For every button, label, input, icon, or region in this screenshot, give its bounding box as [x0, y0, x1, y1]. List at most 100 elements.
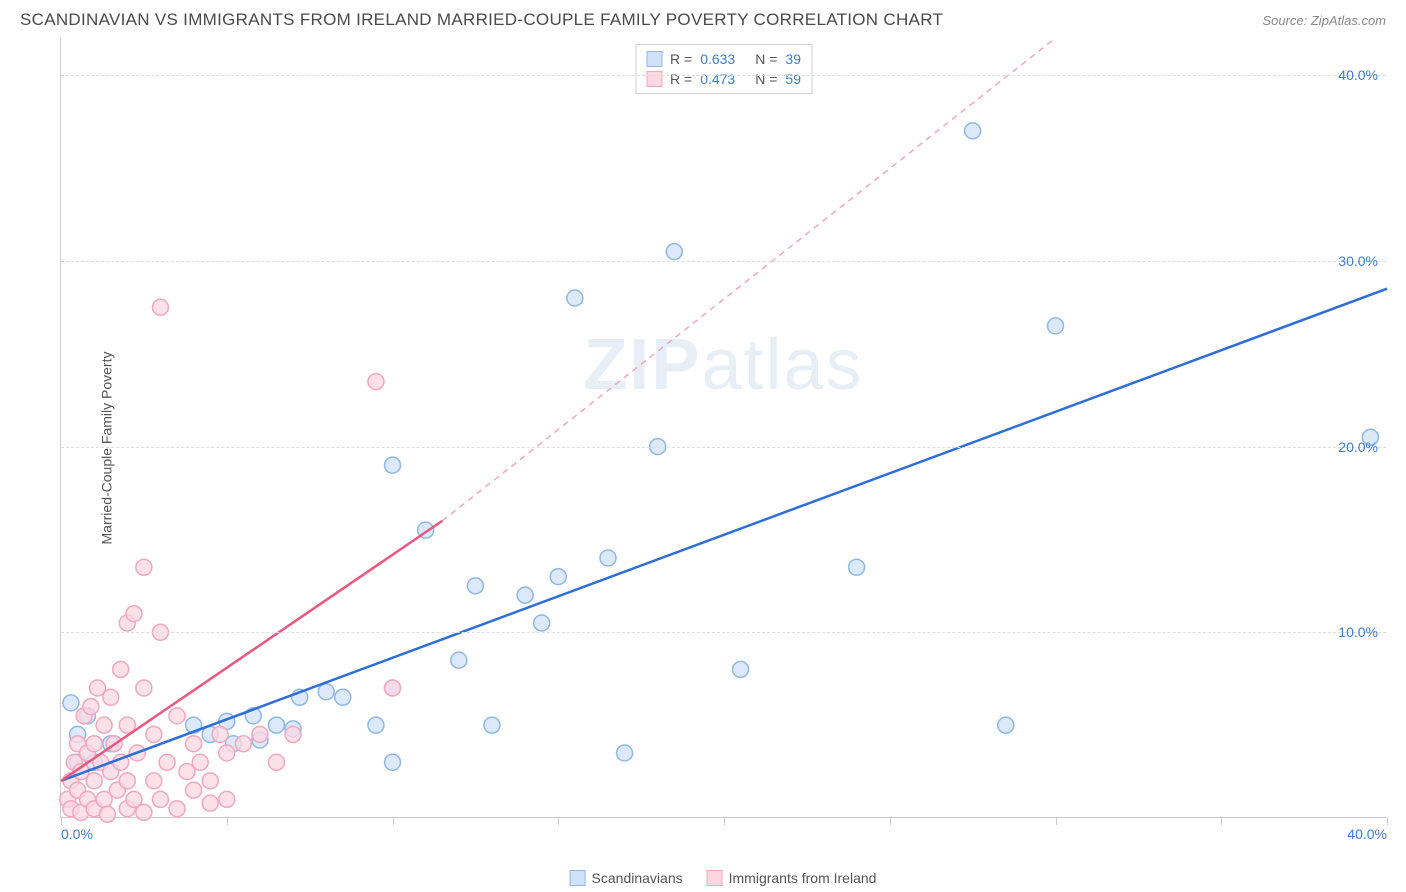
data-point: [385, 680, 401, 696]
x-tick: [724, 817, 725, 825]
legend-correlation: R = 0.633 N = 39 R = 0.473 N = 59: [635, 44, 812, 94]
legend-series: Scandinavians Immigrants from Ireland: [570, 870, 877, 886]
trend-line-extrapolated: [442, 38, 1055, 521]
data-point: [169, 801, 185, 817]
legend-n-value: 39: [785, 51, 801, 67]
data-point: [63, 695, 79, 711]
legend-series-item: Immigrants from Ireland: [707, 870, 877, 886]
data-point: [146, 773, 162, 789]
data-point: [146, 726, 162, 742]
data-point: [666, 244, 682, 260]
x-tick: [1387, 817, 1388, 825]
legend-swatch: [646, 51, 662, 67]
data-point: [136, 804, 152, 820]
data-point: [965, 123, 981, 139]
source-attribution: Source: ZipAtlas.com: [1262, 13, 1386, 28]
data-point: [252, 726, 268, 742]
legend-series-item: Scandinavians: [570, 870, 683, 886]
data-point: [99, 806, 115, 822]
plot-svg: [61, 38, 1387, 818]
data-point: [567, 290, 583, 306]
plot-area: ZIPatlas R =0.633N =39R =0.473N =59 10.0…: [60, 38, 1386, 818]
data-point: [136, 559, 152, 575]
data-point: [998, 717, 1014, 733]
data-point: [103, 689, 119, 705]
y-tick-label: 10.0%: [1338, 624, 1378, 640]
legend-swatch: [570, 870, 586, 886]
data-point: [467, 578, 483, 594]
legend-r-label: R =: [670, 71, 692, 87]
data-point: [235, 736, 251, 752]
data-point: [268, 754, 284, 770]
data-point: [600, 550, 616, 566]
data-point: [152, 791, 168, 807]
legend-row: R = 0.633 N = 39: [646, 49, 801, 69]
x-tick: [890, 817, 891, 825]
legend-swatch: [707, 870, 723, 886]
data-point: [152, 299, 168, 315]
data-point: [268, 717, 284, 733]
data-point: [186, 782, 202, 798]
y-tick-label: 40.0%: [1338, 67, 1378, 83]
data-point: [119, 773, 135, 789]
y-tick-label: 20.0%: [1338, 439, 1378, 455]
data-point: [202, 795, 218, 811]
data-point: [126, 606, 142, 622]
y-tick-label: 30.0%: [1338, 253, 1378, 269]
data-point: [733, 661, 749, 677]
data-point: [849, 559, 865, 575]
data-point: [219, 745, 235, 761]
data-point: [385, 457, 401, 473]
data-point: [186, 736, 202, 752]
data-point: [169, 708, 185, 724]
data-point: [136, 680, 152, 696]
x-tick: [393, 817, 394, 825]
data-point: [86, 773, 102, 789]
data-point: [86, 736, 102, 752]
data-point: [202, 773, 218, 789]
data-point: [318, 684, 334, 700]
chart-title: SCANDINAVIAN VS IMMIGRANTS FROM IRELAND …: [20, 10, 943, 30]
data-point: [451, 652, 467, 668]
legend-swatch: [646, 71, 662, 87]
x-tick: [1221, 817, 1222, 825]
legend-row: R = 0.473 N = 59: [646, 69, 801, 89]
legend-r-label: R =: [670, 51, 692, 67]
data-point: [617, 745, 633, 761]
data-point: [368, 717, 384, 733]
data-point: [96, 717, 112, 733]
data-point: [219, 791, 235, 807]
chart-container: Married-Couple Family Poverty ZIPatlas R…: [60, 38, 1386, 858]
data-point: [335, 689, 351, 705]
legend-r-value: 0.473: [700, 71, 735, 87]
data-point: [192, 754, 208, 770]
trend-line: [61, 289, 1387, 781]
data-point: [484, 717, 500, 733]
data-point: [517, 587, 533, 603]
data-point: [285, 726, 301, 742]
x-tick: [1056, 817, 1057, 825]
gridline: [61, 75, 1386, 76]
x-tick: [61, 817, 62, 825]
gridline: [61, 447, 1386, 448]
x-tick: [227, 817, 228, 825]
x-tick-label: 40.0%: [1347, 826, 1387, 842]
data-point: [83, 699, 99, 715]
data-point: [385, 754, 401, 770]
data-point: [534, 615, 550, 631]
x-tick: [558, 817, 559, 825]
data-point: [159, 754, 175, 770]
data-point: [1048, 318, 1064, 334]
x-tick-label: 0.0%: [61, 826, 93, 842]
gridline: [61, 261, 1386, 262]
legend-n-label: N =: [755, 51, 777, 67]
gridline: [61, 632, 1386, 633]
data-point: [212, 726, 228, 742]
legend-r-value: 0.633: [700, 51, 735, 67]
data-point: [113, 661, 129, 677]
data-point: [368, 374, 384, 390]
legend-n-label: N =: [755, 71, 777, 87]
legend-n-value: 59: [785, 71, 801, 87]
legend-series-label: Immigrants from Ireland: [729, 870, 877, 886]
legend-series-label: Scandinavians: [592, 870, 683, 886]
